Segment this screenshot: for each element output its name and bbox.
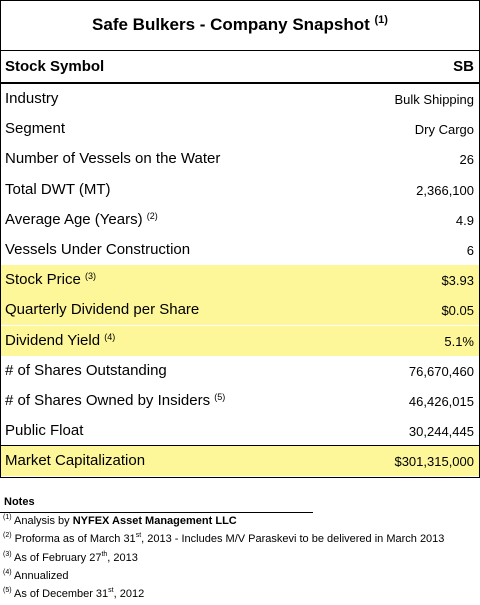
row-value: 76,670,460 — [408, 363, 474, 379]
note-line: (5) As of December 31st, 2012 — [3, 587, 144, 600]
note-sup: st — [108, 587, 114, 595]
row-note: (4) — [104, 331, 116, 342]
row-value: $0.05 — [441, 303, 474, 319]
row-value: 30,244,445 — [408, 424, 474, 440]
row-label-text: Total DWT (MT) — [5, 180, 111, 198]
note-text: , 2013 - Includes M/V Paraskevi to be de… — [141, 533, 445, 546]
row-label: Number of Vessels on the Water — [5, 150, 220, 167]
table-row: Vessels Under Construction 6 — [1, 235, 479, 265]
note-sup: th — [101, 550, 108, 558]
note-line: (4) Annualized — [3, 569, 68, 582]
row-label: Dividend Yield (4) — [5, 332, 115, 349]
note-marker: (5) — [3, 587, 12, 595]
title-note: (1) — [374, 14, 388, 26]
row-label-text: # of Shares Owned by Insiders — [5, 392, 211, 409]
note-text: As of December 31 — [14, 588, 109, 601]
table-row: Dividend Yield (4) 5.1% — [1, 325, 479, 356]
note-text: , 2012 — [113, 588, 145, 601]
note-marker: (4) — [3, 568, 12, 576]
note-marker: (2) — [3, 532, 12, 540]
note-line: (3) As of February 27th, 2013 — [3, 551, 138, 564]
table-row: Public Float 30,244,445 — [1, 416, 479, 446]
header-label: Stock Symbol — [5, 58, 105, 75]
row-label: Public Float — [5, 422, 83, 439]
row-label-text: Public Float — [5, 422, 84, 440]
row-rule — [0, 445, 480, 447]
row-note: (5) — [214, 392, 226, 402]
table-row: Segment Dry Cargo — [1, 114, 479, 144]
row-label: Stock Price (3) — [5, 271, 96, 288]
row-value: 2,366,100 — [416, 182, 474, 198]
row-value: 6 — [466, 243, 474, 258]
row-value: Bulk Shipping — [394, 92, 475, 107]
table-row: Total DWT (MT) 2,366,100 — [1, 175, 479, 205]
table-row: # of Shares Outstanding 76,670,460 — [1, 356, 479, 386]
table-row: # of Shares Owned by Insiders (5) 46,426,… — [1, 386, 479, 416]
note-bold: NYFEX Asset Management LLC — [72, 515, 237, 527]
title-text: Safe Bulkers - Company Snapshot — [92, 15, 370, 34]
note-text: , 2013 — [107, 551, 138, 564]
row-label-text: Segment — [5, 120, 66, 138]
row-value: 46,426,015 — [408, 394, 474, 409]
row-label: # of Shares Outstanding — [5, 362, 167, 379]
note-text: Analysis by — [14, 515, 73, 527]
row-value: 26 — [459, 152, 474, 168]
row-value: $3.93 — [441, 273, 474, 289]
title: Safe Bulkers - Company Snapshot (1) — [0, 14, 480, 35]
note-sup: st — [135, 532, 142, 540]
row-note: (3) — [85, 271, 97, 282]
row-label-text: # of Shares Outstanding — [5, 361, 167, 379]
row-value: 5.1% — [444, 333, 474, 349]
table-row: Number of Vessels on the Water 26 — [1, 144, 479, 174]
row-label-text: Vessels Under Construction — [5, 241, 191, 258]
row-label-text: Stock Price — [5, 271, 81, 289]
row-label-text: Industry — [5, 90, 59, 107]
title-rule — [0, 50, 480, 51]
row-label-text: Market Capitalization — [5, 452, 146, 470]
table-row: Industry Bulk Shipping — [1, 84, 479, 114]
table-row: Market Capitalization $301,315,000 — [1, 446, 479, 477]
row-label: # of Shares Owned by Insiders (5) — [5, 392, 225, 409]
header-rule — [0, 82, 480, 84]
row-label-text: Average Age (Years) — [5, 210, 143, 228]
row-value: $301,315,000 — [394, 454, 474, 470]
header-row: Stock Symbol SB — [1, 52, 479, 82]
row-label: Total DWT (MT) — [5, 181, 111, 198]
row-label: Industry — [5, 90, 58, 107]
row-label: Vessels Under Construction — [5, 241, 190, 258]
row-label-text: Quarterly Dividend per Share — [5, 301, 200, 319]
note-marker: (1) — [3, 514, 12, 521]
notes-rule — [0, 512, 313, 513]
table-row: Quarterly Dividend per Share $0.05 — [1, 295, 479, 326]
header-value: SB — [453, 58, 474, 75]
note-text: Annualized — [14, 569, 69, 582]
row-label-text: Dividend Yield — [5, 331, 101, 349]
row-label-text: Number of Vessels on the Water — [5, 150, 221, 168]
note-marker: (3) — [3, 550, 12, 558]
row-label: Segment — [5, 120, 65, 137]
row-label: Average Age (Years) (2) — [5, 211, 158, 228]
note-text: Proforma as of March 31 — [14, 533, 136, 546]
note-line: (2) Proforma as of March 31st, 2013 - In… — [3, 532, 444, 545]
row-note: (2) — [146, 210, 158, 221]
row-value: 4.9 — [455, 212, 474, 228]
row-label: Market Capitalization — [5, 452, 145, 469]
note-line: (1) Analysis by NYFEX Asset Management L… — [3, 514, 237, 527]
row-value: Dry Cargo — [414, 122, 474, 138]
table-row: Stock Price (3) $3.93 — [1, 265, 479, 296]
table-row: Average Age (Years) (2) 4.9 — [1, 205, 479, 235]
notes-title: Notes — [4, 496, 35, 508]
note-text: As of February 27 — [14, 551, 102, 564]
row-label: Quarterly Dividend per Share — [5, 301, 199, 318]
